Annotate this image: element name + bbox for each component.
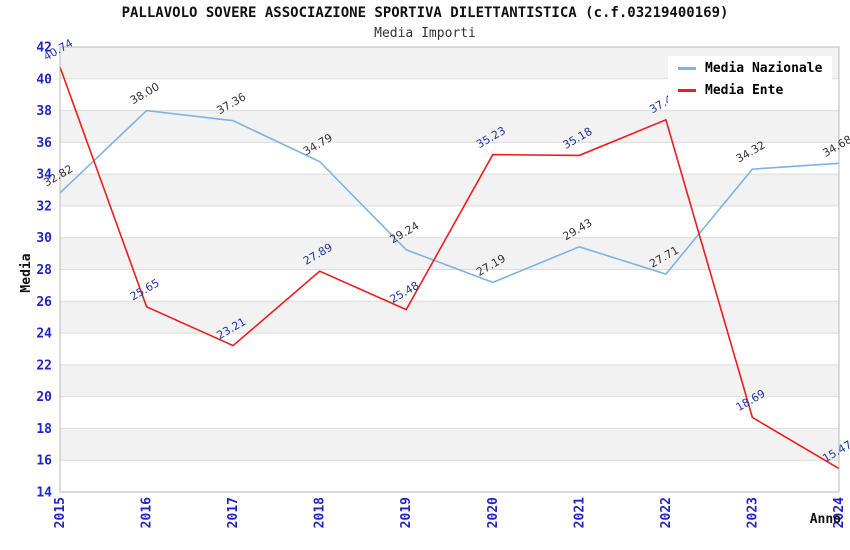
chart-title: PALLAVOLO SOVERE ASSOCIAZIONE SPORTIVA D… xyxy=(121,5,729,21)
plot-frame xyxy=(59,46,840,493)
plot-band xyxy=(60,428,839,461)
y-tick-label: 40 xyxy=(36,72,52,87)
x-tick-label: 2015 xyxy=(53,497,68,528)
x-tick-label: 2016 xyxy=(140,497,155,528)
x-axis-title: Anno xyxy=(810,512,841,527)
x-tick-label: 2020 xyxy=(486,497,501,528)
x-tick-label: 2023 xyxy=(745,497,760,528)
y-tick-label: 20 xyxy=(36,390,52,405)
y-tick-label: 34 xyxy=(36,168,52,183)
point-label: 38.00 xyxy=(128,80,162,107)
x-tick-label: 2024 xyxy=(832,497,847,528)
y-axis-title: Media xyxy=(19,253,34,292)
y-tick-label: 16 xyxy=(36,454,52,469)
point-label: 25.65 xyxy=(128,276,162,303)
series-line-media-ente xyxy=(59,66,840,470)
x-tick-label: 2017 xyxy=(226,497,241,528)
legend: Media Nazionale Media Ente xyxy=(668,56,833,105)
plot-band xyxy=(60,110,839,143)
chart-subtitle: Media Importi xyxy=(374,26,476,41)
legend-swatch-media-nazionale xyxy=(678,67,696,70)
legend-item-media-ente[interactable]: Media Ente xyxy=(678,83,822,98)
plot-band xyxy=(60,301,839,334)
plot-band xyxy=(60,174,839,206)
y-tick-label: 26 xyxy=(36,295,52,310)
y-tick-label: 38 xyxy=(36,104,52,119)
legend-label: Media Nazionale xyxy=(705,61,823,76)
x-tick-label: 2018 xyxy=(313,497,328,528)
series-line-media-nazionale xyxy=(59,109,840,284)
y-tick-label: 42 xyxy=(36,41,52,56)
y-tick-label: 28 xyxy=(36,263,52,278)
y-tick-label: 24 xyxy=(36,327,52,342)
x-tick-label: 2022 xyxy=(659,497,674,528)
x-tick-label: 2019 xyxy=(399,497,414,528)
y-tick-label: 32 xyxy=(36,199,52,214)
y-tick-label: 14 xyxy=(36,486,52,501)
y-tick-label: 18 xyxy=(36,422,52,437)
legend-label: Media Ente xyxy=(705,83,784,98)
plot-band xyxy=(60,237,839,270)
plot-band xyxy=(60,364,839,397)
y-tick-label: 30 xyxy=(36,231,52,246)
y-tick-label: 22 xyxy=(36,358,52,373)
legend-swatch-media-ente xyxy=(678,89,696,92)
x-tick-label: 2021 xyxy=(572,497,587,528)
legend-item-media-nazionale[interactable]: Media Nazionale xyxy=(678,61,822,76)
y-tick-label: 36 xyxy=(36,136,52,151)
